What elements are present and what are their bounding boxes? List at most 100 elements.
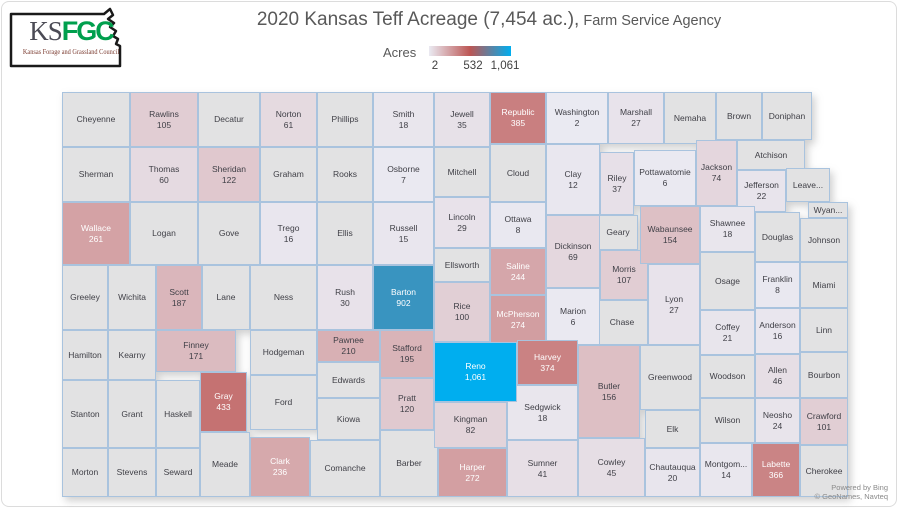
county-mcpherson[interactable]: McPherson 274 xyxy=(490,295,546,345)
county-miami[interactable]: Miami xyxy=(800,262,848,308)
county-harper[interactable]: Harper 272 xyxy=(438,448,507,497)
county-finney[interactable]: Finney 171 xyxy=(156,330,236,372)
county-ellis[interactable]: Ellis xyxy=(317,202,373,265)
county-greeley[interactable]: Greeley xyxy=(62,265,108,330)
county-linn[interactable]: Linn xyxy=(800,308,848,352)
county-rooks[interactable]: Rooks xyxy=(317,147,373,202)
county-geary[interactable]: Geary xyxy=(598,215,638,250)
county-logan[interactable]: Logan xyxy=(130,202,198,265)
county-barber[interactable]: Barber xyxy=(380,430,438,497)
county-reno[interactable]: Reno 1,061 xyxy=(434,342,517,402)
county-republic[interactable]: Republic 385 xyxy=(490,92,546,144)
county-comanche[interactable]: Comanche xyxy=(310,440,380,497)
county-allen[interactable]: Allen 46 xyxy=(755,354,800,398)
county-dickinson[interactable]: Dickinson 69 xyxy=(546,215,600,288)
county-osage[interactable]: Osage xyxy=(700,252,755,310)
county-elk[interactable]: Elk xyxy=(645,410,700,448)
county-woodson[interactable]: Woodson xyxy=(700,355,755,398)
county-ford[interactable]: Ford xyxy=(250,375,317,430)
county-cowley[interactable]: Cowley 45 xyxy=(578,438,645,497)
county-thomas[interactable]: Thomas 60 xyxy=(130,147,198,202)
county-trego[interactable]: Trego 16 xyxy=(260,202,317,265)
county-stanton[interactable]: Stanton xyxy=(62,380,108,448)
county-bourbon[interactable]: Bourbon xyxy=(800,352,848,398)
county-montgomery[interactable]: Montgom... 14 xyxy=(700,443,752,497)
county-graham[interactable]: Graham xyxy=(260,147,317,202)
county-sumner[interactable]: Sumner 41 xyxy=(507,440,578,497)
county-hodgeman[interactable]: Hodgeman xyxy=(250,330,317,375)
county-sherman[interactable]: Sherman xyxy=(62,147,130,202)
county-ottawa[interactable]: Ottawa 8 xyxy=(490,202,546,248)
county-seward[interactable]: Seward xyxy=(156,448,200,497)
county-butler[interactable]: Butler 156 xyxy=(578,345,640,438)
county-sedgwick[interactable]: Sedgwick 18 xyxy=(507,385,578,440)
county-wallace[interactable]: Wallace 261 xyxy=(62,202,130,265)
county-riley[interactable]: Riley 37 xyxy=(600,152,634,215)
county-kiowa[interactable]: Kiowa xyxy=(317,398,380,440)
county-ellsworth[interactable]: Ellsworth xyxy=(434,248,490,282)
county-gove[interactable]: Gove xyxy=(198,202,260,265)
county-stafford[interactable]: Stafford 195 xyxy=(380,330,434,378)
county-kearny[interactable]: Kearny xyxy=(108,330,156,380)
county-leavenworth[interactable]: Leave... xyxy=(786,168,830,202)
county-rawlins[interactable]: Rawlins 105 xyxy=(130,92,198,147)
county-neosho[interactable]: Neosho 24 xyxy=(755,398,800,443)
county-smith[interactable]: Smith 18 xyxy=(373,92,434,147)
county-stevens[interactable]: Stevens xyxy=(108,448,156,497)
county-grant[interactable]: Grant xyxy=(108,380,156,448)
county-saline[interactable]: Saline 244 xyxy=(490,248,546,295)
county-harvey[interactable]: Harvey 374 xyxy=(517,340,578,385)
county-franklin[interactable]: Franklin 8 xyxy=(755,262,800,308)
county-meade[interactable]: Meade xyxy=(200,432,250,497)
county-cherokee[interactable]: Cherokee xyxy=(800,445,848,497)
county-barton[interactable]: Barton 902 xyxy=(373,265,434,330)
county-osborne[interactable]: Osborne 7 xyxy=(373,147,434,202)
county-johnson[interactable]: Johnson xyxy=(800,218,848,262)
county-edwards[interactable]: Edwards xyxy=(317,362,380,398)
county-crawford[interactable]: Crawford 101 xyxy=(800,398,848,445)
county-coffey[interactable]: Coffey 21 xyxy=(700,310,755,355)
county-kingman[interactable]: Kingman 82 xyxy=(434,402,507,448)
county-clark[interactable]: Clark 236 xyxy=(250,437,310,497)
county-greenwood[interactable]: Greenwood xyxy=(640,345,700,410)
county-ness[interactable]: Ness xyxy=(250,265,317,330)
county-nemaha[interactable]: Nemaha xyxy=(664,92,716,144)
county-cheyenne[interactable]: Cheyenne xyxy=(62,92,130,147)
county-norton[interactable]: Norton 61 xyxy=(260,92,317,147)
county-chase[interactable]: Chase xyxy=(596,300,648,345)
county-wichita[interactable]: Wichita xyxy=(108,265,156,330)
county-jackson[interactable]: Jackson 74 xyxy=(696,140,737,206)
county-brown[interactable]: Brown xyxy=(716,92,762,140)
county-rice[interactable]: Rice 100 xyxy=(434,282,490,342)
county-haskell[interactable]: Haskell xyxy=(156,380,200,448)
county-pratt[interactable]: Pratt 120 xyxy=(380,378,434,430)
county-hamilton[interactable]: Hamilton xyxy=(62,330,108,380)
county-washington[interactable]: Washington 2 xyxy=(546,92,608,144)
county-mitchell[interactable]: Mitchell xyxy=(434,147,490,197)
county-lane[interactable]: Lane xyxy=(202,265,250,330)
county-rush[interactable]: Rush 30 xyxy=(317,265,373,330)
county-wyandotte[interactable]: Wyan... xyxy=(808,202,848,218)
county-shawnee[interactable]: Shawnee 18 xyxy=(700,206,755,252)
county-russell[interactable]: Russell 15 xyxy=(373,202,434,265)
county-phillips[interactable]: Phillips xyxy=(317,92,373,147)
county-atchison[interactable]: Atchison xyxy=(737,140,805,170)
county-chautauqua[interactable]: Chautauqua 20 xyxy=(645,448,700,497)
county-anderson[interactable]: Anderson 16 xyxy=(755,308,800,354)
county-sheridan[interactable]: Sheridan 122 xyxy=(198,147,260,202)
county-marshall[interactable]: Marshall 27 xyxy=(608,92,664,144)
county-doniphan[interactable]: Doniphan xyxy=(762,92,812,140)
county-jefferson[interactable]: Jefferson 22 xyxy=(737,170,786,212)
county-decatur[interactable]: Decatur xyxy=(198,92,260,147)
county-scott[interactable]: Scott 187 xyxy=(156,265,202,330)
county-pottawatomie[interactable]: Pottawatomie 6 xyxy=(634,150,696,206)
county-clay[interactable]: Clay 12 xyxy=(546,144,600,215)
county-wilson[interactable]: Wilson xyxy=(700,398,755,443)
county-gray[interactable]: Gray 433 xyxy=(200,372,247,432)
county-douglas[interactable]: Douglas xyxy=(755,212,800,262)
county-marion[interactable]: Marion 6 xyxy=(546,288,600,345)
county-lincoln[interactable]: Lincoln 29 xyxy=(434,197,490,248)
county-morton[interactable]: Morton xyxy=(62,448,108,497)
county-jewell[interactable]: Jewell 35 xyxy=(434,92,490,147)
county-pawnee[interactable]: Pawnee 210 xyxy=(317,330,380,362)
